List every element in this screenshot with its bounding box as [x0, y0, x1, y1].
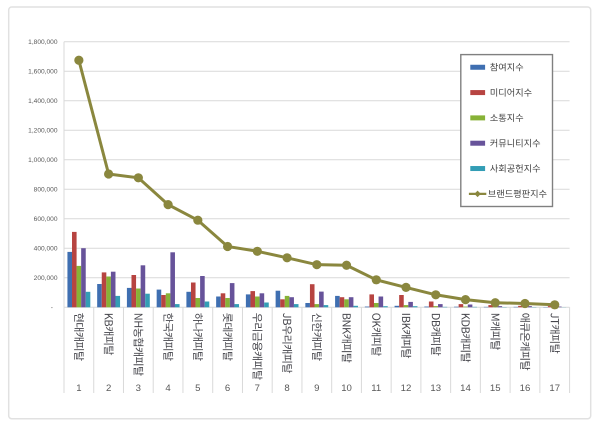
svg-text:16: 16 [520, 383, 531, 394]
svg-text:-: - [51, 305, 53, 312]
svg-text:800,000: 800,000 [34, 187, 58, 194]
svg-text:14: 14 [460, 383, 471, 394]
svg-text:5: 5 [195, 383, 200, 394]
svg-text:1,800,000: 1,800,000 [28, 39, 58, 46]
svg-text:600,000: 600,000 [34, 216, 58, 223]
svg-text:1,400,000: 1,400,000 [28, 98, 58, 105]
svg-text:7: 7 [255, 383, 260, 394]
svg-text:15: 15 [490, 383, 501, 394]
svg-text:1: 1 [76, 383, 81, 394]
svg-text:13: 13 [430, 383, 441, 394]
svg-text:9: 9 [314, 383, 319, 394]
svg-text:4: 4 [165, 383, 171, 394]
svg-text:6: 6 [225, 383, 230, 394]
svg-text:1,000,000: 1,000,000 [28, 157, 58, 164]
svg-text:1,200,000: 1,200,000 [28, 128, 58, 135]
svg-text:3: 3 [136, 383, 141, 394]
svg-text:12: 12 [401, 383, 412, 394]
svg-text:10: 10 [341, 383, 352, 394]
svg-text:1,600,000: 1,600,000 [28, 69, 58, 76]
svg-text:200,000: 200,000 [34, 275, 58, 282]
svg-text:17: 17 [549, 383, 560, 394]
svg-text:400,000: 400,000 [34, 246, 58, 253]
svg-text:2: 2 [106, 383, 111, 394]
svg-text:11: 11 [371, 383, 381, 394]
svg-text:8: 8 [284, 383, 289, 394]
